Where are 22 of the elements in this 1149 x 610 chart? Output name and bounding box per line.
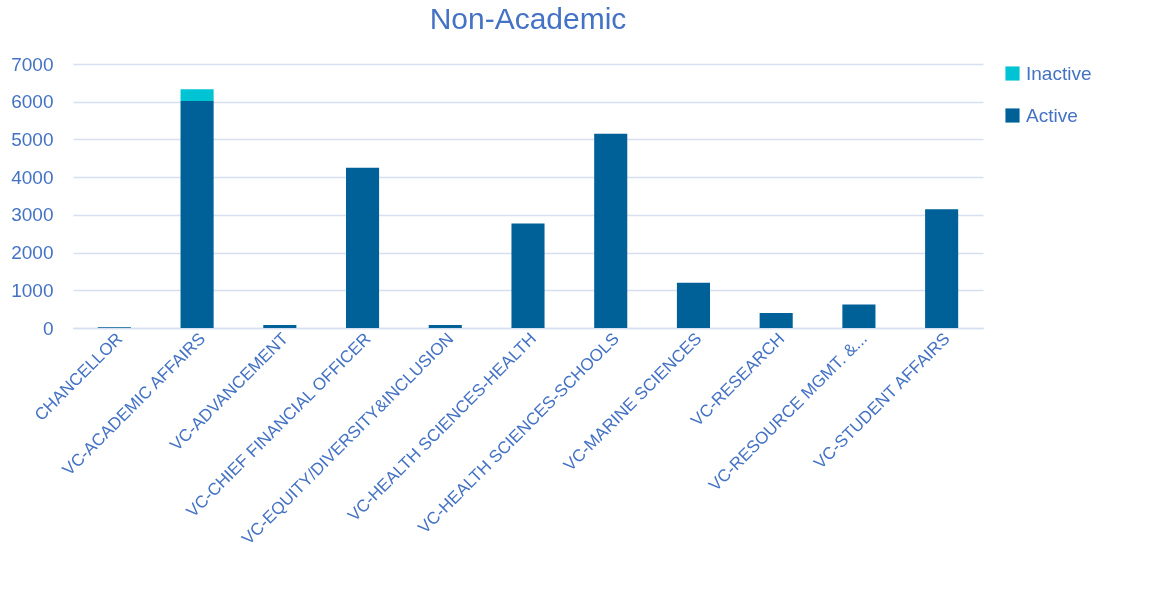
chart-title: Non-Academic bbox=[429, 2, 627, 35]
bar bbox=[676, 282, 710, 328]
bar bbox=[594, 133, 628, 328]
y-tick-label: 1000 bbox=[11, 279, 54, 301]
bar bbox=[511, 223, 545, 328]
y-tick-label: 6000 bbox=[11, 91, 54, 113]
bar bbox=[346, 167, 380, 328]
bar bbox=[180, 100, 214, 328]
legend-label: Inactive bbox=[1026, 62, 1092, 84]
bar bbox=[180, 89, 214, 101]
legend-label: Active bbox=[1026, 104, 1078, 126]
y-tick-label: 3000 bbox=[11, 204, 54, 226]
bar bbox=[842, 304, 876, 328]
y-tick-label: 4000 bbox=[11, 166, 54, 188]
y-tick-label: 0 bbox=[42, 317, 54, 339]
bar bbox=[428, 324, 462, 328]
y-tick-label: 7000 bbox=[11, 53, 54, 75]
y-tick-label: 2000 bbox=[11, 242, 54, 264]
y-tick-label: 5000 bbox=[11, 128, 54, 150]
bar bbox=[925, 209, 959, 328]
bar bbox=[759, 312, 793, 328]
bar bbox=[263, 324, 297, 328]
